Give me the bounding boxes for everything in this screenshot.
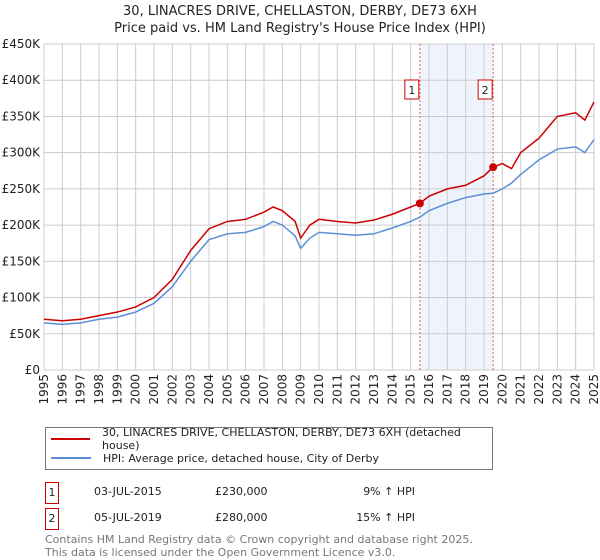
x-tick-label: 2014 xyxy=(385,374,399,405)
x-tick-label: 2017 xyxy=(440,374,454,405)
sale-badge: 1 xyxy=(45,482,59,504)
y-tick-label: £450K xyxy=(2,37,42,51)
x-tick-label: 2004 xyxy=(202,374,216,405)
legend-label-property: 30, LINACRES DRIVE, CHELLASTON, DERBY, D… xyxy=(102,426,461,452)
sale-price: £230,000 xyxy=(215,485,268,498)
x-tick-label: 2019 xyxy=(477,374,491,405)
chart-subtitle: Price paid vs. HM Land Registry's House … xyxy=(114,21,486,36)
x-tick-label: 2001 xyxy=(147,374,161,405)
x-tick-label: 2009 xyxy=(294,374,308,405)
x-tick-label: 2002 xyxy=(165,374,179,405)
x-tick-label: 2021 xyxy=(514,374,528,405)
footer: Contains HM Land Registry data © Crown c… xyxy=(45,533,473,559)
x-tick-label: 2016 xyxy=(422,374,436,405)
x-tick-label: 1998 xyxy=(92,374,106,405)
y-tick-label: £50K xyxy=(9,327,41,341)
series-line xyxy=(43,139,595,326)
y-tick-label: £350K xyxy=(2,109,42,123)
sale-date: 05-JUL-2019 xyxy=(94,511,162,524)
x-tick-label: 2010 xyxy=(312,374,326,405)
y-tick-label: £400K xyxy=(2,73,42,87)
chart-title: 30, LINACRES DRIVE, CHELLASTON, DERBY, D… xyxy=(123,4,477,19)
x-tick-label: 2015 xyxy=(404,374,418,405)
legend-label-hpi: HPI: Average price, detached house, City… xyxy=(103,451,380,465)
sale-hpi: 9% ↑ HPI xyxy=(363,485,415,498)
x-tick-label: 2005 xyxy=(220,374,234,405)
plot-area: £0 £50K £100K £150K £200K £250K £300K £350K £400… xyxy=(2,37,600,405)
sale-row: 1 03-JUL-2015 £230,000 9% ↑ HPI xyxy=(45,482,545,504)
sale-date: 03-JUL-2015 xyxy=(94,485,162,498)
sale-marker-label: 2 xyxy=(482,84,489,97)
series-line xyxy=(43,101,595,322)
y-tick-label: £100K xyxy=(2,291,42,305)
sale-marker-box xyxy=(477,79,493,100)
y-tick-label: £300K xyxy=(2,146,42,160)
y-tick-label: £250K xyxy=(2,182,42,196)
x-tick-label: 2000 xyxy=(129,374,143,405)
x-tick-label: 1997 xyxy=(74,374,88,405)
x-tick-label: 2024 xyxy=(569,374,583,405)
legend-swatch-red xyxy=(51,438,91,440)
sale-point xyxy=(415,199,424,208)
sale-badge: 2 xyxy=(45,508,59,530)
x-tick-label: 1999 xyxy=(110,374,124,405)
y-tick-label: £0 xyxy=(25,363,40,377)
sale-marker-box xyxy=(404,79,420,100)
sale-price: £280,000 xyxy=(215,511,268,524)
x-tick-label: 2007 xyxy=(257,374,271,405)
y-tick-label: £150K xyxy=(2,254,42,268)
x-tick-label: 2020 xyxy=(495,374,509,405)
x-tick-label: 2003 xyxy=(184,374,198,405)
x-tick-label: 1995 xyxy=(37,374,51,405)
sale-hpi: 15% ↑ HPI xyxy=(356,511,415,524)
x-tick-label: 1996 xyxy=(55,374,69,405)
sale-marker-label: 1 xyxy=(408,84,415,97)
x-tick-label: 2006 xyxy=(239,374,253,405)
x-tick-label: 2025 xyxy=(587,374,600,405)
sale-point xyxy=(489,163,498,172)
x-tick-label: 2022 xyxy=(532,374,546,405)
legend-swatch-blue xyxy=(51,457,91,459)
x-tick-label: 2011 xyxy=(330,374,344,405)
x-tick-label: 2023 xyxy=(550,374,564,405)
x-tick-label: 2012 xyxy=(349,374,363,405)
x-tick-label: 2013 xyxy=(367,374,381,405)
y-tick-label: £200K xyxy=(2,218,42,232)
legend: 30, LINACRES DRIVE, CHELLASTON, DERBY, D… xyxy=(45,426,493,470)
footer-line-1: Contains HM Land Registry data © Crown c… xyxy=(45,533,473,546)
x-tick-label: 2008 xyxy=(275,374,289,405)
footer-line-2: This data is licensed under the Open Gov… xyxy=(45,546,396,559)
sale-row: 2 05-JUL-2019 £280,000 15% ↑ HPI xyxy=(45,508,545,530)
x-tick-label: 2018 xyxy=(459,374,473,405)
